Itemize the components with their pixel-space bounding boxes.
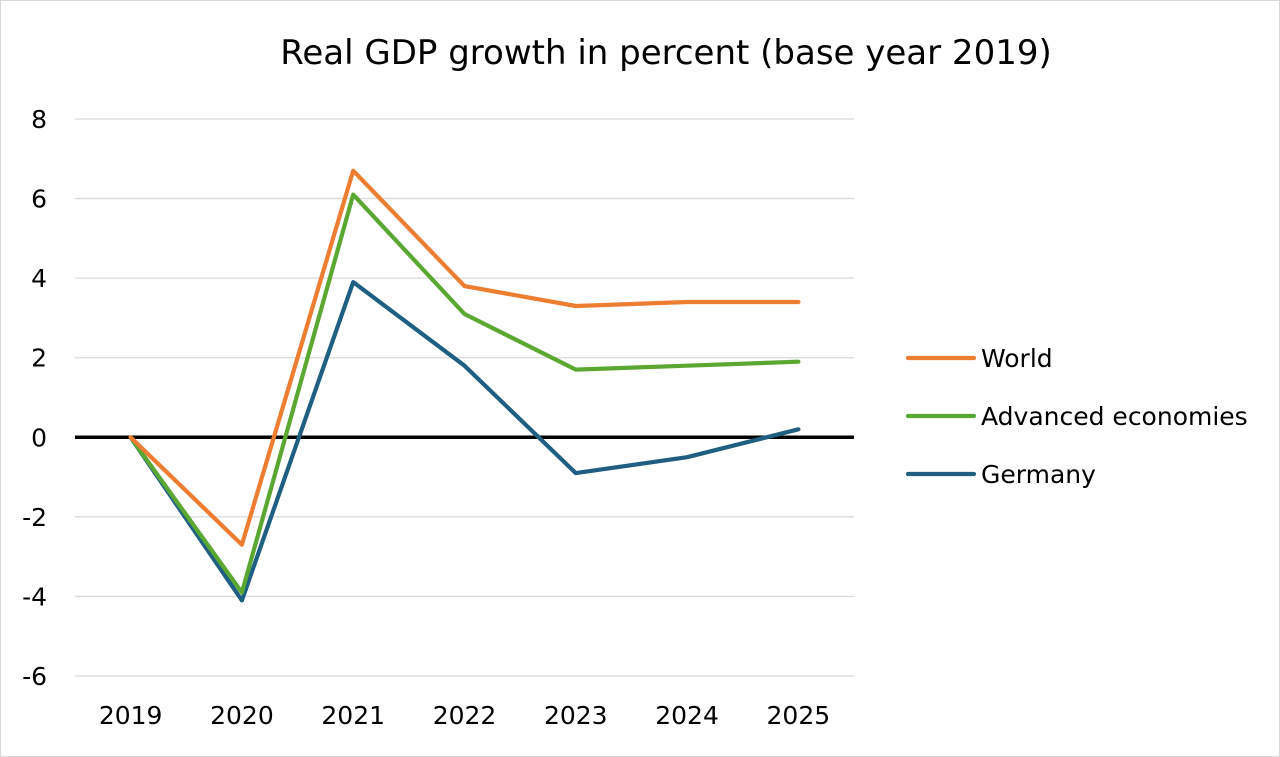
x-tick-label: 2025 (767, 701, 831, 730)
x-tick-label: 2021 (321, 701, 385, 730)
x-tick-label: 2019 (99, 701, 163, 730)
y-tick-label: -4 (22, 582, 47, 611)
y-tick-label: 2 (31, 344, 47, 373)
chart-title: Real GDP growth in percent (base year 20… (280, 33, 1051, 73)
series-lines (128, 168, 801, 603)
y-tick-label: 8 (31, 105, 47, 134)
y-tick-label: 0 (31, 423, 47, 452)
series-line-germany (128, 280, 801, 603)
legend: World Advanced economies Germany (905, 344, 1248, 489)
series-line-world (128, 168, 801, 547)
y-tick-label: 6 (31, 185, 47, 214)
y-tick-label: -2 (22, 503, 47, 532)
x-tick-label: 2024 (655, 701, 719, 730)
legend-label: Advanced economies (981, 402, 1248, 431)
legend-label: World (981, 344, 1053, 373)
legend-label: Germany (981, 460, 1096, 489)
x-axis-ticks: 2019 2020 2021 2022 2023 2024 2025 (99, 701, 830, 730)
gridlines (75, 118, 854, 677)
x-tick-label: 2022 (433, 701, 497, 730)
series-line-advanced-economies (128, 192, 801, 595)
y-tick-label: -6 (22, 662, 47, 691)
x-tick-label: 2023 (544, 701, 608, 730)
y-tick-label: 4 (31, 264, 47, 293)
x-tick-label: 2020 (210, 701, 274, 730)
y-axis-ticks: 8 6 4 2 0 -2 -4 -6 (22, 105, 47, 691)
